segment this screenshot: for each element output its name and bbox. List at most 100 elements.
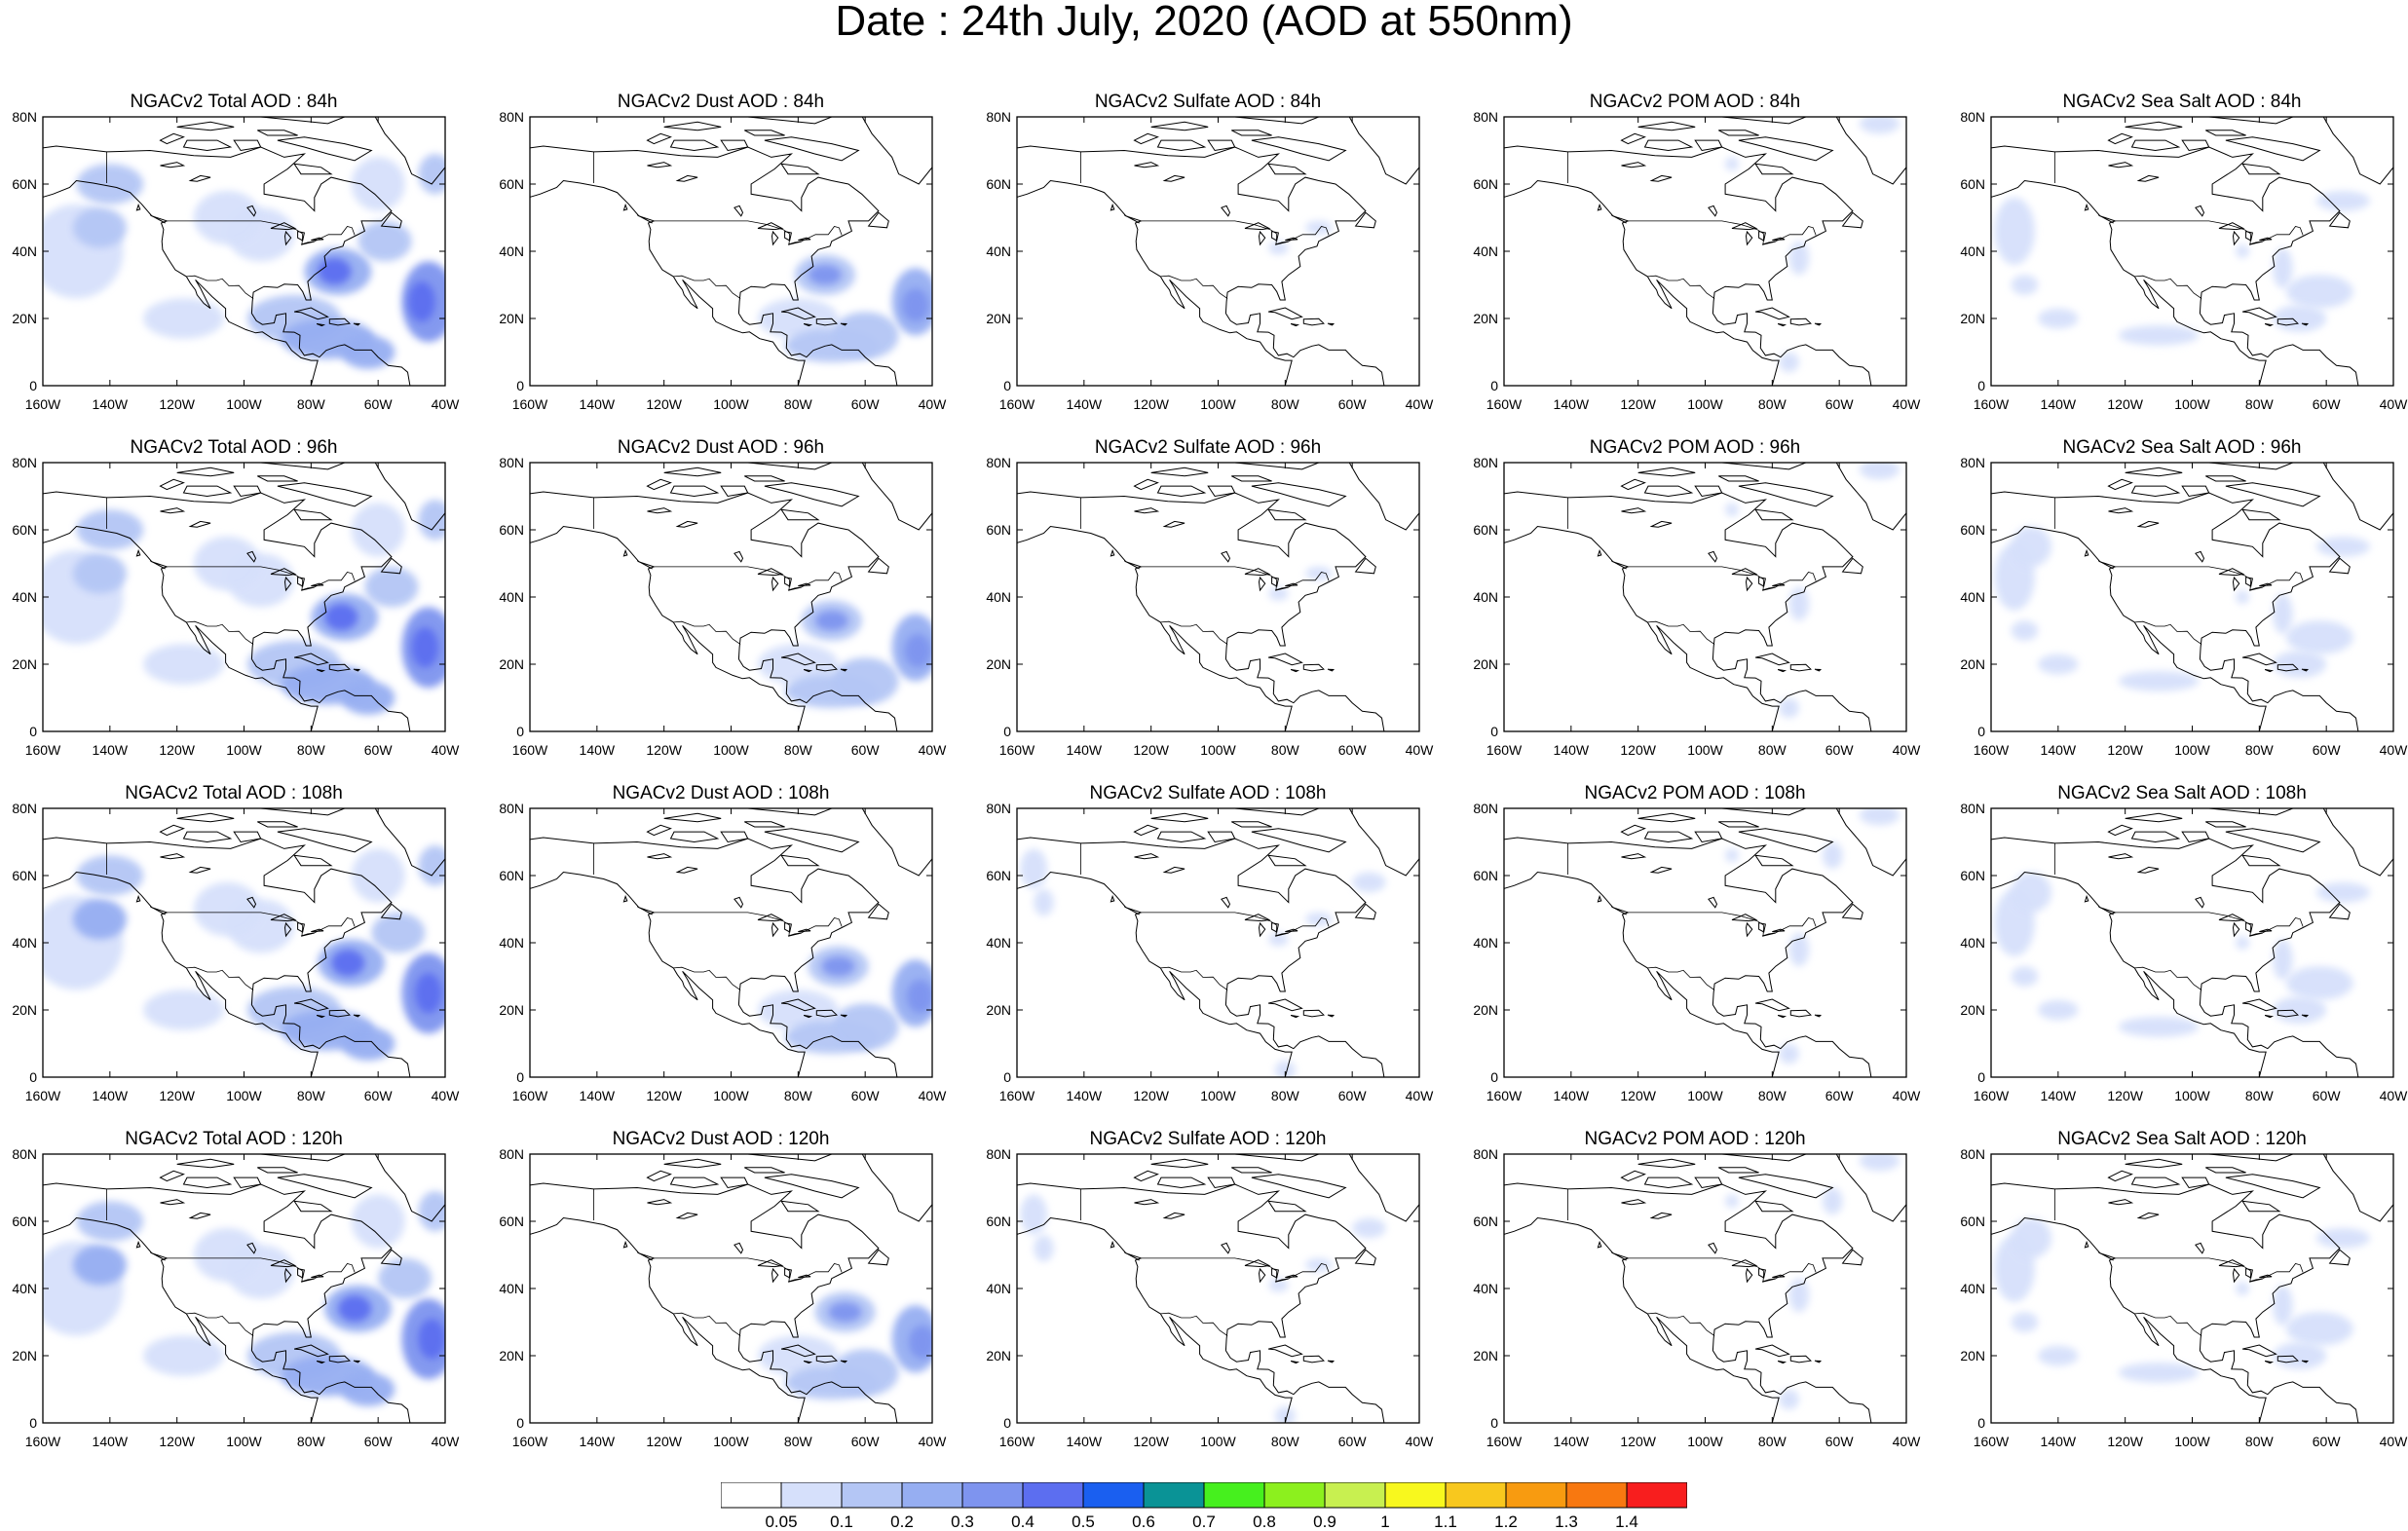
aod-plume: [2038, 308, 2079, 329]
lat-tick-label: 0: [1977, 378, 1985, 393]
map-canvas: 160W 140W 120W 100W 80W 60W 40W 0 20N 40N 60N 80N: [986, 801, 1434, 1103]
lat-tick-label: 20N: [1473, 656, 1498, 672]
aod-plume: [1268, 1278, 1289, 1292]
coastlines: [43, 808, 445, 1077]
lat-tick-label: 40N: [1473, 1281, 1498, 1296]
aod-plume: [341, 681, 395, 715]
lat-tick-label: 40N: [986, 935, 1011, 951]
coastlines: [530, 117, 932, 386]
lon-tick-label: 60W: [1338, 1088, 1368, 1103]
aod-plume: [351, 1194, 405, 1249]
lat-tick-label: 0: [1003, 1069, 1011, 1085]
coastlines: [1504, 1154, 1906, 1423]
aod-field: [758, 946, 932, 1054]
lon-tick-label: 140W: [580, 1088, 616, 1103]
aod-plume: [1268, 932, 1289, 947]
lat-tick-label: 60N: [1473, 1214, 1498, 1229]
aod-plume: [904, 633, 931, 668]
lon-tick-label: 140W: [580, 396, 616, 412]
aod-field: [1994, 526, 2370, 691]
panel-title: NGACv2 Sea Salt AOD : 96h: [2062, 437, 2302, 458]
map-panel-dust-96h: NGACv2 Dust AOD : 96h 160W 140W 120W 100W 80W…: [487, 438, 955, 779]
lon-tick-label: 40W: [1893, 1088, 1922, 1103]
lon-tick-label: 140W: [93, 742, 129, 758]
lon-tick-label: 60W: [851, 396, 881, 412]
map-panel-pom-96h: NGACv2 POM AOD : 96h 160W 140W 120W 100W 80W 6…: [1461, 438, 1929, 779]
aod-plume: [2273, 1342, 2327, 1369]
lat-tick-label: 40N: [986, 589, 1011, 605]
map-canvas: 160W 140W 120W 100W 80W 60W 40W 0 20N 40N 60N 80N: [12, 801, 460, 1103]
panel-title: NGACv2 POM AOD : 84h: [1589, 92, 1801, 112]
lat-tick-label: 0: [1490, 1415, 1498, 1431]
aod-field: [43, 1191, 445, 1406]
lat-tick-label: 80N: [986, 1146, 1011, 1162]
colorbar-label: 0.7: [1192, 1512, 1216, 1531]
lat-tick-label: 40N: [12, 589, 37, 605]
lon-tick-label: 80W: [784, 1434, 813, 1449]
aod-plume: [906, 979, 932, 1014]
lon-tick-label: 120W: [1133, 1434, 1169, 1449]
lon-tick-label: 160W: [999, 396, 1035, 412]
aod-plume: [2011, 620, 2039, 641]
panel-title: NGACv2 Sea Salt AOD : 108h: [2057, 783, 2307, 803]
aod-plume: [902, 287, 929, 322]
aod-plume: [2285, 620, 2353, 654]
aod-plume: [908, 1325, 932, 1360]
lon-tick-label: 160W: [1486, 1088, 1523, 1103]
aod-plume: [2236, 936, 2249, 950]
aod-plume: [821, 955, 855, 977]
colorbar-swatch: [1324, 1482, 1386, 1509]
lat-tick-label: 0: [516, 724, 524, 739]
lat-tick-label: 80N: [1960, 455, 1985, 470]
lon-tick-label: 80W: [1271, 396, 1300, 412]
colorbar-label: 0.6: [1132, 1512, 1155, 1531]
lon-tick-label: 140W: [580, 742, 616, 758]
lon-tick-label: 80W: [297, 396, 326, 412]
aod-plume: [2011, 872, 2051, 913]
map-panel-dust-120h: NGACv2 Dust AOD : 120h 160W 140W 120W 100W 80…: [487, 1130, 955, 1471]
map-canvas: 160W 140W 120W 100W 80W 60W 40W 0 20N 40N 60N 80N: [1960, 801, 2408, 1103]
lat-tick-label: 20N: [1960, 1348, 1985, 1363]
aod-plume: [1725, 848, 1739, 863]
aod-plume: [418, 1191, 445, 1232]
lon-tick-label: 140W: [1067, 396, 1103, 412]
lon-tick-label: 60W: [851, 742, 881, 758]
lat-tick-label: 40N: [1473, 935, 1498, 951]
coastlines: [1017, 117, 1419, 386]
aod-plume: [2038, 653, 2079, 675]
map-canvas: 160W 140W 120W 100W 80W 60W 40W 0 20N 40N 60N 80N: [1960, 1146, 2408, 1449]
lat-tick-label: 80N: [986, 109, 1011, 125]
aod-plume: [378, 1258, 433, 1299]
lon-tick-label: 140W: [1067, 1434, 1103, 1449]
aod-plume: [1788, 586, 1810, 621]
colorbar-label: 0.3: [951, 1512, 974, 1531]
colorbar-swatch: [1445, 1482, 1507, 1509]
lon-tick-label: 60W: [2313, 742, 2342, 758]
map-canvas: 160W 140W 120W 100W 80W 60W 40W 0 20N 40N 60N 80N: [12, 1146, 460, 1449]
lat-tick-label: 20N: [986, 1348, 1011, 1363]
map-frame: [1503, 462, 1907, 732]
aod-plume: [76, 1201, 144, 1242]
lon-tick-label: 40W: [919, 1434, 948, 1449]
aod-plume: [1823, 1187, 1843, 1215]
map-canvas: 160W 140W 120W 100W 80W 60W 40W 0 20N 40N 60N 80N: [499, 801, 947, 1103]
lon-tick-label: 100W: [2174, 396, 2210, 412]
map-canvas: 160W 140W 120W 100W 80W 60W 40W 0 20N 40N 60N 80N: [499, 455, 947, 758]
aod-plume: [831, 1349, 899, 1397]
aod-plume: [341, 1027, 395, 1061]
lon-tick-label: 40W: [2380, 1434, 2408, 1449]
lon-tick-label: 80W: [2245, 1088, 2275, 1103]
colorbar-label: 0.4: [1011, 1512, 1035, 1531]
lat-tick-label: 20N: [986, 1002, 1011, 1018]
coastlines: [530, 808, 932, 1077]
lon-tick-label: 40W: [919, 396, 948, 412]
map-panel-total-120h: NGACv2 Total AOD : 120h 160W 140W 120W 100W 8…: [0, 1130, 468, 1471]
aod-plume: [143, 298, 224, 339]
aod-plume: [1352, 1217, 1386, 1239]
lon-tick-label: 160W: [1974, 1088, 2010, 1103]
lon-tick-label: 160W: [1486, 396, 1523, 412]
lon-tick-label: 140W: [2041, 742, 2077, 758]
map-frame: [1503, 116, 1907, 387]
lat-tick-label: 60N: [499, 522, 524, 538]
lat-tick-label: 60N: [1960, 1214, 1985, 1229]
